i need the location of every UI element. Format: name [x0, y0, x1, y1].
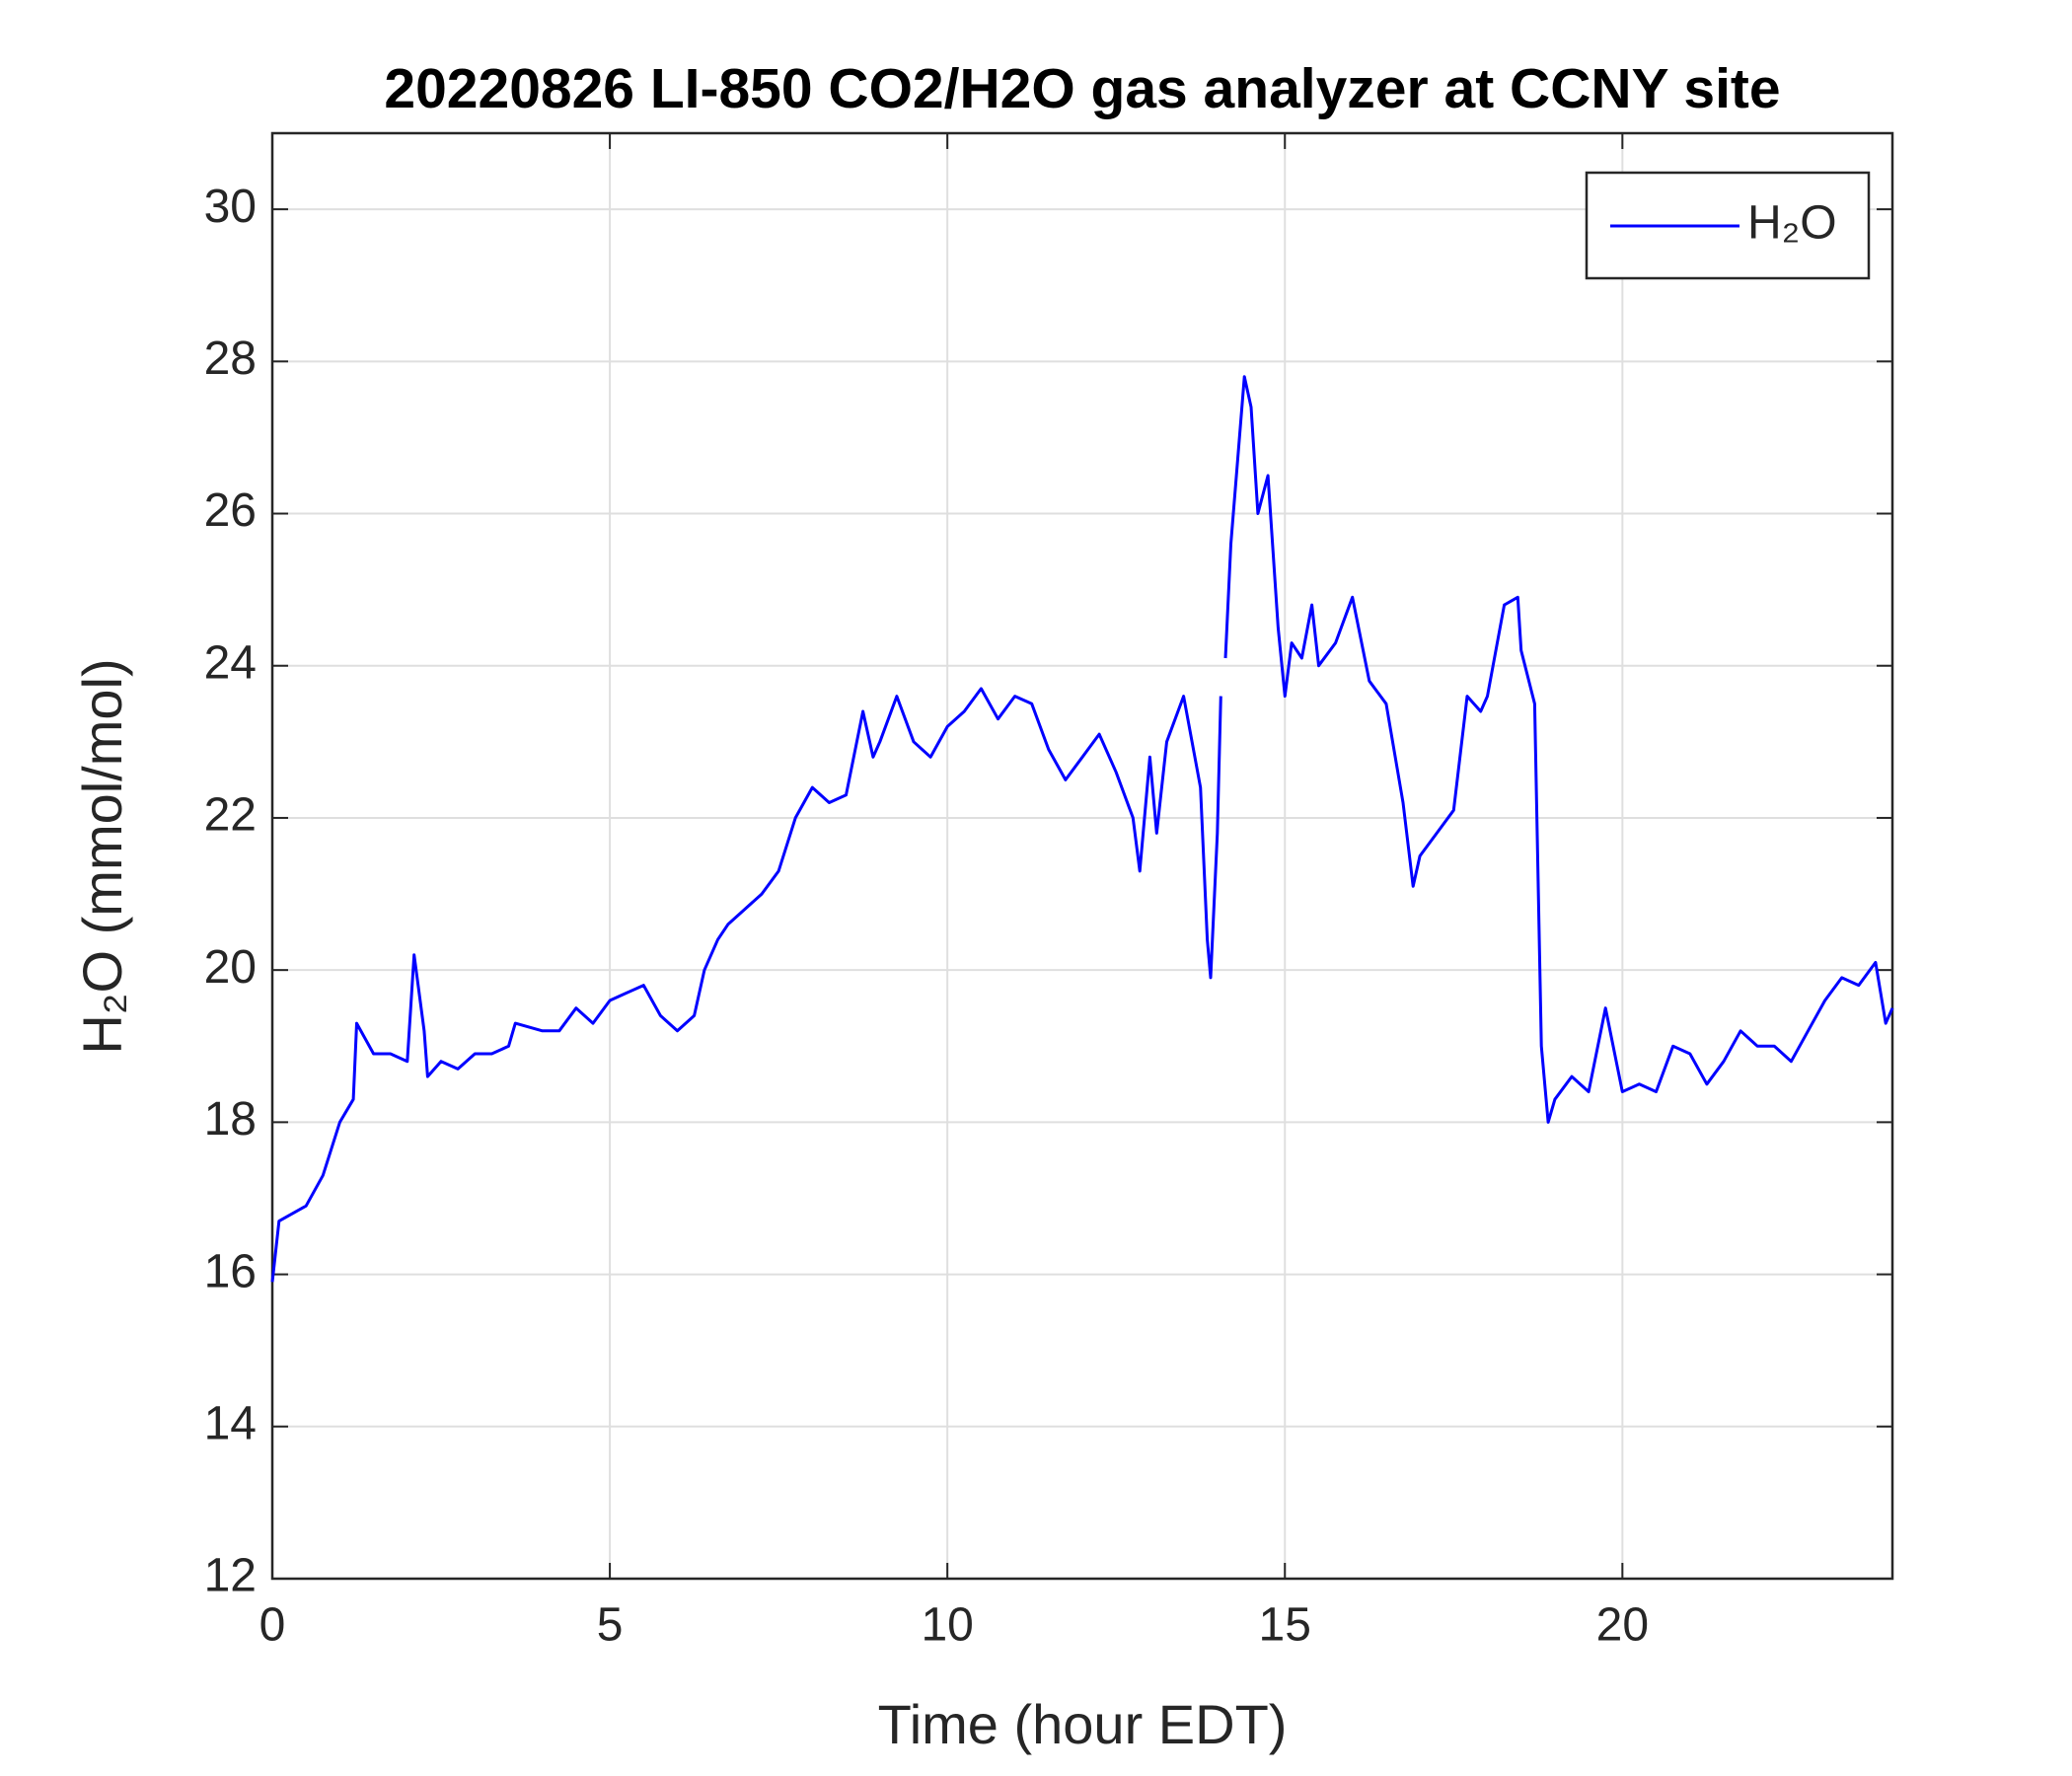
- y-tick-label: 16: [204, 1245, 257, 1297]
- y-tick-label: 22: [204, 789, 257, 842]
- plot-area: [272, 133, 1892, 1579]
- y-tick-label: 30: [204, 181, 257, 233]
- y-tick-label: 28: [204, 333, 257, 385]
- x-tick-label: 10: [921, 1599, 973, 1652]
- y-tick-label: 14: [204, 1397, 257, 1449]
- data-line: [270, 375, 1894, 1283]
- x-axis-label: Time (hour EDT): [878, 1693, 1288, 1755]
- x-tick-label: 5: [597, 1599, 624, 1652]
- y-tick-label: 20: [204, 941, 257, 994]
- legend-label: H₂O: [1747, 197, 1837, 250]
- y-tick-label: 18: [204, 1093, 257, 1146]
- axes-box: [270, 131, 1894, 1581]
- y-tick-label: 24: [204, 636, 257, 689]
- x-tick-label: 0: [259, 1599, 286, 1652]
- x-tick-label: 20: [1596, 1599, 1649, 1652]
- chart-title: 20220826 LI-850 CO2/H2O gas analyzer at …: [384, 57, 1780, 120]
- y-tick-label: 12: [204, 1550, 257, 1602]
- y-tick-label: 26: [204, 484, 257, 537]
- x-tick-label: 15: [1259, 1599, 1311, 1652]
- y-axis-label: H₂O (mmol/mol): [71, 658, 133, 1054]
